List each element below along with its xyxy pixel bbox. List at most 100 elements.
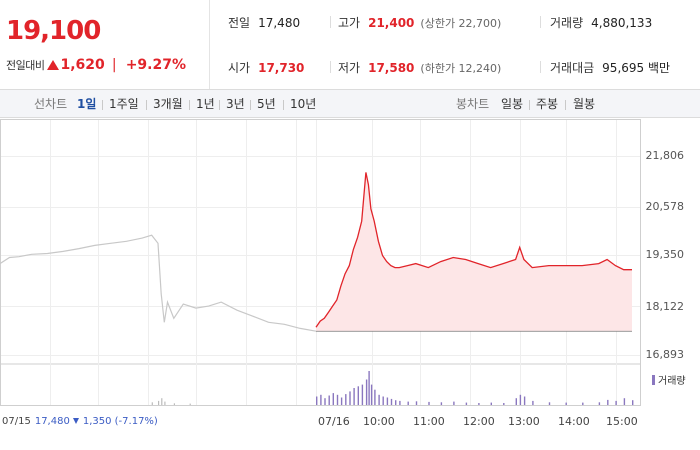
up-arrow-icon <box>47 60 60 70</box>
volume-bar <box>428 401 430 405</box>
change-percent: +9.27% <box>125 57 186 73</box>
volume-bar <box>164 401 166 405</box>
tab-monthly-candle[interactable]: 월봉 <box>573 97 596 111</box>
x-tick-label: 10:00 <box>363 415 395 428</box>
open-value: 17,730 <box>258 61 305 75</box>
tab-daily-candle[interactable]: 일봉 <box>501 97 524 111</box>
volume-bar <box>357 386 359 405</box>
volume-bar <box>316 396 318 405</box>
candle-chart-label: 봉차트 <box>456 97 490 111</box>
tab-separator <box>102 100 103 110</box>
volume-bar <box>349 391 351 405</box>
price-chart[interactable]: 21,806 20,578 19,350 18,122 16,893 거래량 0… <box>0 119 700 450</box>
volume-bar <box>623 398 626 405</box>
change-amount: 1,620 <box>60 57 105 73</box>
volume-bar <box>390 398 393 405</box>
volume-bar <box>340 397 343 405</box>
tab-1-week[interactable]: 1주일 <box>109 97 139 111</box>
volume-label: 거래량 <box>550 16 584 30</box>
prev-day-change-percent: (-7.17%) <box>114 416 158 427</box>
volume-bar <box>328 395 330 405</box>
volume-bar <box>407 401 409 405</box>
volume-bar <box>598 402 601 405</box>
tab-separator <box>565 100 566 110</box>
line-chart-label: 선차트 <box>34 97 68 111</box>
y-tick-label: 16,893 <box>645 348 685 361</box>
volume-bar <box>465 402 468 405</box>
volume-bar <box>151 402 153 405</box>
volume-bar <box>332 393 334 405</box>
y-tick-label: 21,806 <box>645 149 685 162</box>
volume-bar <box>632 400 634 405</box>
prev-day-price-line <box>0 234 317 332</box>
low-value: 17,580 <box>368 61 415 75</box>
volume-bar <box>490 402 492 405</box>
volume-bar <box>532 400 534 405</box>
volume-bar <box>353 388 355 405</box>
volume-bar <box>615 400 617 405</box>
volume-bar <box>368 371 370 405</box>
volume-bar <box>515 398 517 405</box>
high-label: 고가 <box>338 16 361 30</box>
volume-value: 4,880,133 <box>591 16 653 30</box>
volume-swatch <box>652 375 655 385</box>
volume-stat: 거래량 4,880,133 <box>550 15 652 31</box>
x-tick-label: 11:00 <box>413 415 445 428</box>
volume-bar <box>161 398 163 405</box>
tab-separator <box>189 100 190 110</box>
trade-value-label: 거래대금 <box>550 61 595 75</box>
tab-5-years[interactable]: 5년 <box>257 97 276 111</box>
tab-weekly-candle[interactable]: 주봉 <box>536 97 559 111</box>
lower-limit: (하한가 12,240) <box>420 62 502 75</box>
high-stat: 고가 21,400 (상한가 22,700) <box>338 15 501 31</box>
open-stat: 시가 17,730 <box>228 60 304 76</box>
volume-bar <box>370 384 373 405</box>
divider <box>540 16 541 28</box>
x-tick-label: 13:00 <box>508 415 540 428</box>
x-tick-label: 15:00 <box>606 415 638 428</box>
tab-separator <box>219 100 220 110</box>
volume-bar <box>345 394 347 405</box>
volume-bar <box>324 398 326 405</box>
volume-bar <box>395 400 397 405</box>
prev-close-stat: 전일 17,480 <box>228 15 300 31</box>
prev-close-label: 전일 <box>228 16 251 30</box>
volume-bar <box>336 394 339 405</box>
volume-bar <box>158 400 160 405</box>
chart-tabs-bar: 선차트 1일 1주일 3개월 1년 3년 5년 10년 봉차트 일봉 주봉 월봉 <box>0 89 700 118</box>
change-label: 전일대비 <box>6 59 45 72</box>
volume-bar <box>548 402 551 405</box>
volume-bar <box>519 394 522 405</box>
x-tick-label: 12:00 <box>463 415 495 428</box>
tab-separator <box>250 100 251 110</box>
volume-bar <box>320 394 322 405</box>
tab-10-years[interactable]: 10년 <box>290 97 317 111</box>
prev-day-change: 1,350 <box>82 416 112 427</box>
today-price-line <box>315 172 632 328</box>
volume-bar <box>565 402 567 405</box>
tab-3-months[interactable]: 3개월 <box>153 97 183 111</box>
volume-bar <box>440 402 443 405</box>
tab-3-years[interactable]: 3년 <box>226 97 245 111</box>
trade-value-stat: 거래대금 95,695 백만 <box>550 60 670 76</box>
open-label: 시가 <box>228 61 251 75</box>
volume-legend: 거래량 <box>652 372 686 387</box>
volume-bar <box>365 379 368 405</box>
current-price: 19,100 <box>6 16 101 46</box>
volume-bar <box>374 389 376 405</box>
divider <box>330 61 331 73</box>
low-stat: 저가 17,580 (하한가 12,240) <box>338 60 501 76</box>
tab-1-day[interactable]: 1일 <box>77 97 97 111</box>
volume-bar <box>382 396 384 405</box>
tab-separator <box>283 100 284 110</box>
volume-legend-label: 거래량 <box>658 376 686 387</box>
volume-bar <box>189 403 191 405</box>
tab-1-year[interactable]: 1년 <box>196 97 215 111</box>
price-chart-svg <box>0 119 641 406</box>
volume-bar <box>523 396 526 405</box>
x-tick-label: 14:00 <box>558 415 590 428</box>
volume-bar <box>173 403 175 405</box>
divider <box>330 16 331 28</box>
volume-bar <box>415 401 418 405</box>
down-arrow-icon <box>72 418 79 424</box>
